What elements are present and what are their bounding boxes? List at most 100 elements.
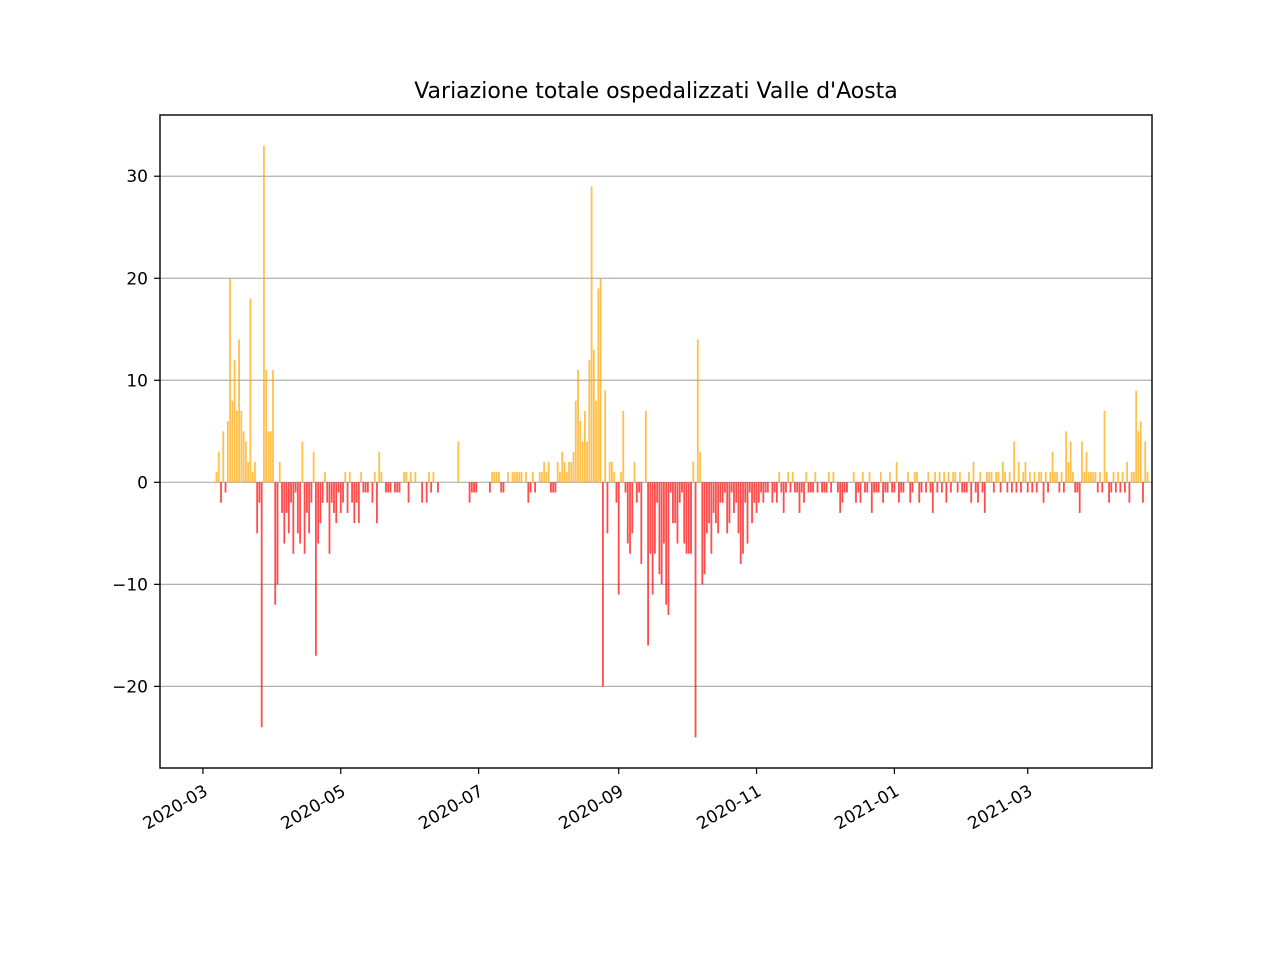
bar	[215, 472, 218, 483]
bar	[606, 482, 609, 534]
bar	[846, 482, 848, 493]
bar	[1069, 441, 1072, 483]
bar	[649, 482, 652, 554]
bar	[900, 482, 903, 493]
bar	[364, 482, 367, 493]
bar	[258, 482, 261, 503]
bar	[814, 472, 817, 483]
bar	[864, 482, 866, 493]
bar	[719, 482, 722, 503]
bar	[787, 472, 790, 483]
bar	[712, 482, 715, 513]
bar	[925, 482, 927, 493]
bar	[263, 145, 265, 483]
bar	[1026, 482, 1029, 493]
bar	[739, 482, 742, 564]
bar	[938, 472, 941, 483]
bar	[373, 472, 376, 483]
bar	[837, 482, 839, 493]
bar	[1065, 431, 1068, 483]
bar	[595, 400, 598, 483]
bar	[961, 482, 964, 493]
bar	[977, 482, 979, 503]
bar	[638, 482, 640, 493]
bar	[235, 410, 238, 483]
bar	[226, 421, 229, 483]
bar	[599, 278, 602, 483]
bar	[907, 472, 909, 483]
bar	[1112, 472, 1115, 483]
bar	[301, 441, 304, 483]
bar	[721, 482, 724, 503]
bar	[1006, 482, 1009, 493]
bar	[242, 431, 245, 483]
bar	[866, 482, 869, 493]
bar	[1130, 472, 1133, 483]
bar	[911, 482, 914, 493]
bar	[240, 410, 243, 483]
bar	[658, 482, 661, 575]
bar	[366, 482, 369, 493]
bar	[981, 482, 984, 493]
bar	[1105, 472, 1108, 483]
y-tick-label: −10	[112, 575, 148, 595]
bar	[884, 482, 887, 493]
bar	[843, 482, 846, 493]
bar	[620, 472, 622, 483]
bar	[590, 186, 593, 483]
bar	[832, 472, 835, 483]
bar	[1117, 472, 1120, 483]
bar	[287, 482, 290, 534]
bar	[396, 482, 399, 493]
bar	[1126, 461, 1129, 483]
bar	[1074, 482, 1077, 493]
bar	[1114, 482, 1117, 493]
bar	[310, 482, 313, 503]
bar	[893, 482, 896, 493]
bar	[825, 482, 828, 493]
bar	[597, 288, 600, 483]
bar	[861, 472, 864, 483]
bar	[498, 472, 500, 483]
bar	[714, 482, 717, 524]
bar	[751, 482, 753, 524]
bar	[511, 472, 514, 483]
bar	[355, 482, 358, 503]
y-axis: −20 −10 0 10 20 30	[112, 167, 160, 697]
bar	[757, 482, 760, 503]
bar	[916, 472, 918, 483]
bar	[663, 482, 665, 544]
bar	[330, 482, 333, 503]
bar	[635, 482, 638, 503]
bar	[1085, 451, 1088, 483]
bar	[565, 472, 568, 483]
chart-title: Variazione totale ospedalizzati Valle d'…	[414, 79, 898, 104]
bar	[755, 482, 758, 513]
bar	[791, 472, 794, 483]
bar	[773, 482, 776, 493]
bar	[782, 482, 785, 513]
bar	[577, 370, 579, 483]
bar	[1049, 472, 1052, 483]
bar	[387, 482, 390, 493]
bar	[360, 472, 363, 483]
bar	[972, 461, 975, 483]
bar	[624, 482, 627, 493]
bar	[805, 472, 808, 483]
bar	[1060, 472, 1063, 483]
bar	[353, 482, 356, 524]
bar	[1058, 482, 1061, 493]
bar	[1017, 461, 1020, 483]
bar	[1051, 451, 1054, 483]
bar	[333, 482, 335, 513]
bar	[470, 482, 473, 493]
bar	[735, 482, 738, 503]
bar	[588, 359, 591, 483]
bar	[647, 482, 649, 646]
bar	[651, 482, 654, 595]
bar	[414, 472, 417, 483]
bar	[730, 482, 733, 493]
x-tick-label: 2021-03	[965, 781, 1037, 834]
bar	[798, 482, 801, 513]
bar	[220, 482, 222, 503]
